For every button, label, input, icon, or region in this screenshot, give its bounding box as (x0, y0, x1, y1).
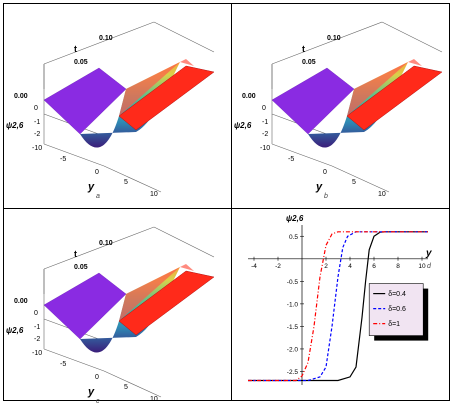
y-tick-label: -0.5 (287, 279, 299, 286)
legend-box (368, 283, 424, 336)
z-axis-label: ψ2,6 (234, 121, 252, 130)
surface-svg: t 0.10 0.05 0.00 ψ2,6 0 -1 -2 -10 -5 0 5 10 yc (6, 226, 215, 405)
y-tick-label: 0.5 (289, 234, 298, 241)
y-tick-label: -5 (288, 156, 294, 163)
x-tick-label: 10 (418, 263, 426, 270)
y-tick-label: 5 (352, 179, 356, 186)
box-edge (103, 165, 162, 193)
surface-high-plateau (118, 65, 215, 131)
t-tick-label: 0.05 (74, 264, 88, 271)
z-tick-label: -1 (262, 119, 268, 126)
panel-divider-vertical (231, 4, 232, 400)
z-tick-label: 0 (262, 105, 266, 112)
z-tick-label: -2 (262, 131, 268, 138)
box-edge (271, 21, 383, 65)
legend-label: δ=1 (388, 321, 400, 328)
surface-ridge (119, 264, 194, 321)
surface-high-plateau (346, 65, 443, 131)
t-axis-label: t (74, 44, 77, 54)
surface-ridge (119, 59, 194, 116)
x-tick-label: 6 (372, 263, 376, 270)
y-tick-label: 5 (124, 179, 128, 186)
box-edge (381, 21, 443, 53)
y-tick-label: 10 (150, 191, 158, 198)
y-axis-label: y (87, 386, 95, 398)
x-tick-label: 8 (396, 263, 400, 270)
z-axis-label: ψ2,6 (6, 121, 24, 130)
legend-label: δ=0.6 (388, 306, 406, 313)
x-tick-label: -2 (275, 263, 281, 270)
legend-label: δ=0.4 (388, 291, 406, 298)
z-tick-label: -2 (34, 131, 40, 138)
surface-low-plateau (271, 67, 355, 135)
line-chart-svg: -4 -2 2 4 6 8 10 0.5 -0.5 -1.0 -1.5 -2.0 -2.5 ψ2,6 yd δ… (248, 214, 432, 385)
t-tick-label: 0.05 (302, 59, 316, 66)
box-edge (43, 226, 155, 270)
y-tick-label: 0 (95, 374, 99, 381)
box-edge (43, 21, 155, 65)
z-axis-label: ψ2,6 (6, 326, 24, 335)
line-chart-d: -4 -2 2 4 6 8 10 0.5 -0.5 -1.0 -1.5 -2.0 -2.5 ψ2,6 y d δ… (232, 209, 447, 399)
figure-frame (3, 3, 450, 401)
surface-ridge (347, 59, 422, 116)
z-tick-label: -1 (34, 119, 40, 126)
series-line (248, 231, 428, 382)
x-tick-label: 4 (348, 263, 352, 270)
surface-plot-a: t 0.10 0.05 0.00 ψ2,6 0 -1 -2 -10 -5 0 5 10 y a (4, 4, 226, 200)
panel-label: b (324, 193, 328, 200)
y-tick-label: -5 (60, 361, 66, 368)
t-axis-label: t (74, 249, 77, 259)
box-edge (103, 370, 162, 398)
y-tick-label: -1.5 (287, 324, 299, 331)
panel-divider-horizontal (4, 208, 449, 209)
panel-label: a (96, 193, 100, 200)
series-line (248, 231, 428, 382)
box-edge (43, 348, 105, 372)
y-axis-title: ψ2,6 (286, 214, 304, 223)
y-tick-label: -10 (32, 350, 42, 357)
y-tick-label: 5 (124, 384, 128, 391)
surface-svg: t 0.10 0.05 0.00 ψ2,6 0 -1 -2 -10 -5 0 5 10 ya (6, 21, 215, 200)
y-tick-label: -1.0 (287, 301, 299, 308)
surface-plot-b: t 0.10 0.05 0.00 ψ2,6 0 -1 -2 -10 -5 0 5 10 y b (232, 4, 454, 200)
y-tick-label: 0 (323, 169, 327, 176)
t-tick-label: 0.00 (14, 93, 28, 100)
t-tick-label: 0.00 (242, 93, 256, 100)
surface-low-plateau (43, 272, 127, 340)
z-tick-label: -1 (34, 324, 40, 331)
t-tick-label: 0.10 (99, 240, 113, 247)
x-axis-title: y (425, 248, 432, 259)
box-edge (331, 165, 390, 193)
surface-high-plateau (118, 270, 215, 336)
z-tick-label: 0 (34, 310, 38, 317)
box-edge (153, 226, 215, 258)
y-tick-label: -10 (32, 145, 42, 152)
z-tick-label: -2 (34, 336, 40, 343)
y-tick-label: 0 (95, 169, 99, 176)
y-axis-label: y (315, 181, 323, 193)
t-axis-label: t (302, 44, 305, 54)
panel-label: d (427, 263, 432, 270)
x-tick-label: -4 (251, 263, 257, 270)
t-tick-label: 0.10 (99, 35, 113, 42)
surface-low-plateau (43, 67, 127, 135)
z-tick-label: 0 (34, 105, 38, 112)
t-tick-label: 0.00 (14, 298, 28, 305)
y-tick-label: 10 (378, 191, 386, 198)
y-axis-label: y (87, 181, 95, 193)
box-edge (43, 143, 105, 167)
y-tick-label: -5 (60, 156, 66, 163)
y-tick-label: -2.0 (287, 346, 299, 353)
t-tick-label: 0.10 (327, 35, 341, 42)
y-tick-label: -10 (260, 145, 270, 152)
y-tick-label: -2.5 (287, 369, 299, 376)
panel-label: c (96, 398, 100, 405)
surface-svg: t 0.10 0.05 0.00 ψ2,6 0 -1 -2 -10 -5 0 5 10 yb (234, 21, 443, 200)
box-edge (153, 21, 215, 53)
y-tick-label: 10 (150, 396, 158, 403)
t-tick-label: 0.05 (74, 59, 88, 66)
box-edge (271, 143, 333, 167)
surface-plot-c: t 0.10 0.05 0.00 ψ2,6 0 -1 -2 -10 -5 0 5 10 y c (4, 209, 226, 405)
x-tick-label: 2 (324, 263, 328, 270)
